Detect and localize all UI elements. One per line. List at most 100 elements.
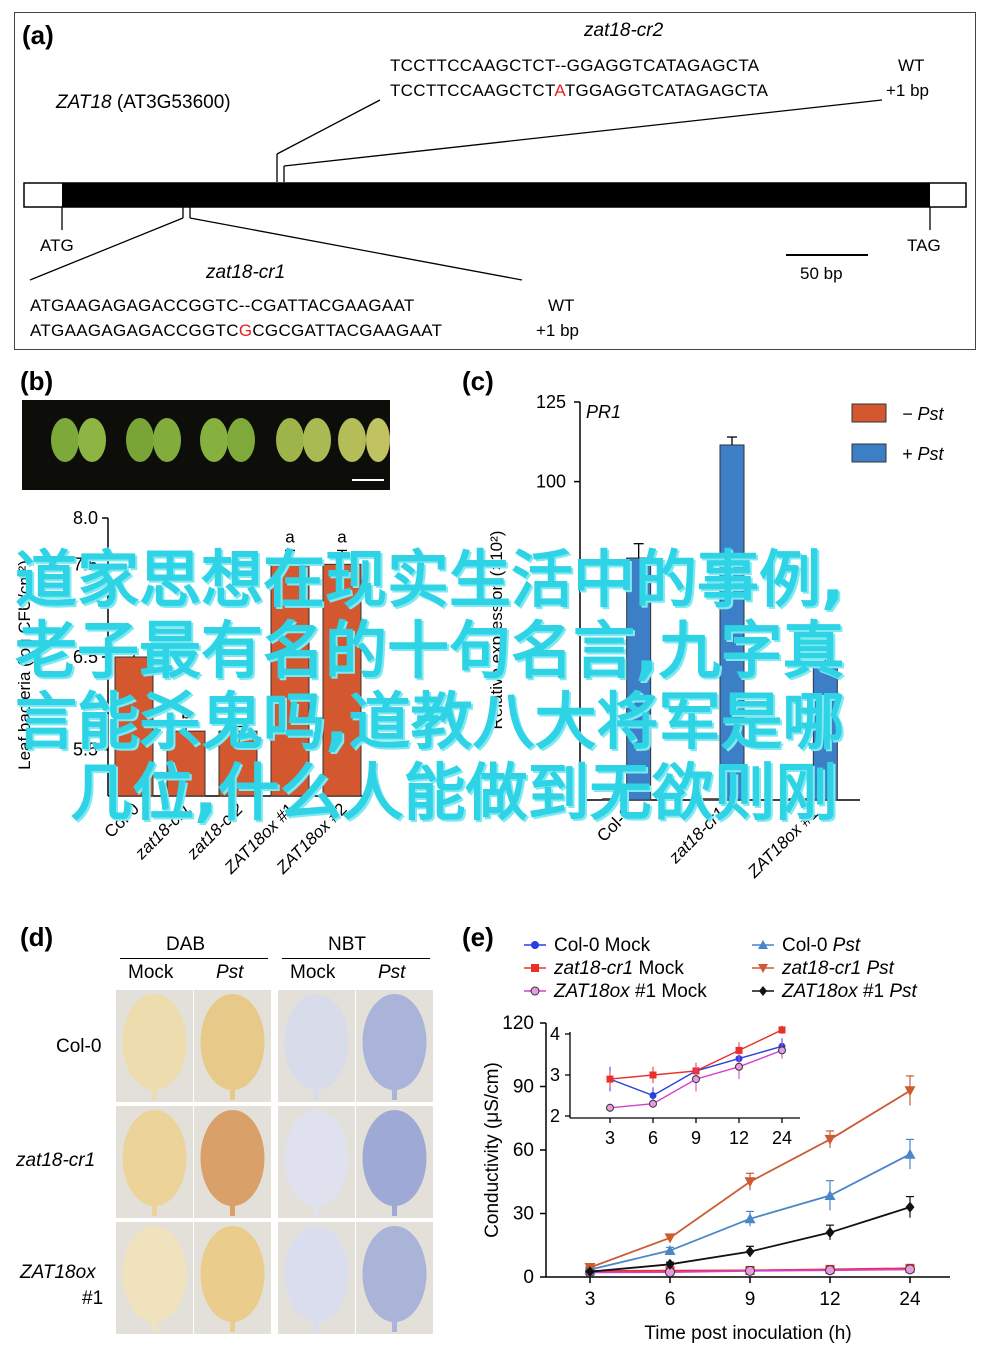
cr2-inserted-base: A [554, 81, 565, 100]
gene-cds-box [62, 183, 930, 207]
start-codon-label: ATG [40, 236, 74, 255]
panel-c-label: (c) [462, 366, 494, 396]
marker-circle-open [606, 1103, 614, 1112]
marker-circle-open [905, 1264, 915, 1275]
marker-circle-open [778, 1046, 786, 1055]
gene-label: ZAT18 (AT3G53600) [56, 92, 231, 113]
marker-circle-open [692, 1075, 700, 1084]
marker-circle-open [745, 1265, 755, 1276]
cr2-wt-label: WT [898, 56, 925, 75]
chart-e-legend-label: zat18-cr1 Mock [553, 958, 684, 979]
leaf-pair-cr1 [126, 418, 181, 462]
watermark-line-2: 老子最有名的十句名言,九字真 [15, 614, 845, 687]
chart-e-xtick-label: 12 [819, 1289, 840, 1310]
marker-diamond [905, 1201, 915, 1213]
chart-b-ytick-label: 6.5 [73, 647, 98, 667]
panel-a-label: (a) [22, 20, 54, 50]
stained-leaf [362, 1110, 427, 1206]
chart-e-xtick-label: 6 [665, 1289, 676, 1310]
chart-b-ytick-label: 7.5 [73, 554, 98, 574]
leaf-pair-ox2 [338, 418, 390, 462]
watermark-line-1: 道家思想在现实生活中的事例, [15, 543, 845, 616]
legend-swatch-minus-pst [851, 403, 887, 423]
marker-diamond [759, 986, 767, 996]
panel-e-label: (e) [462, 922, 494, 952]
chart-e-ytick-label: 120 [502, 1013, 534, 1034]
legend-minus-pst: − Pst [902, 404, 944, 424]
cr1-wt-sequence: ATGAAGAGAGACCGGTC--CGATTACGAAGAAT [30, 296, 415, 315]
chart-b-bar [270, 563, 310, 797]
marker-triangle-up [664, 1245, 676, 1256]
watermark-line-3: 言能杀鬼吗,道教八大将军是哪 [15, 685, 845, 758]
stained-leaf [122, 994, 187, 1090]
cr1-name: zat18-cr1 [206, 262, 286, 283]
staining-grid [116, 990, 433, 1334]
stained-leaf [122, 1226, 187, 1322]
stained-leaf [200, 1226, 265, 1322]
row-ox1-label-2: #1 [82, 1288, 104, 1309]
row-ox1-label: ZAT18ox [20, 1262, 96, 1283]
marker-circle-open [825, 1265, 835, 1276]
chart-e-legend-label: zat18-cr1 Pst [781, 958, 895, 979]
nbt-underline [282, 958, 430, 959]
stained-leaf [362, 994, 427, 1090]
chart-e-xtick-label: 3 [585, 1289, 596, 1310]
scale-bar-label: 50 bp [800, 264, 843, 283]
panel-d-label: (d) [20, 922, 54, 952]
chart-c-ytick-label: 125 [536, 392, 566, 412]
stained-leaf [362, 1226, 427, 1322]
watermark-line-4: 几位,什么人能做到无欲则刚 [70, 756, 838, 829]
marker-triangle-down [744, 1177, 756, 1188]
cr2-name: zat18-cr2 [584, 20, 664, 41]
marker-square [735, 1046, 743, 1054]
marker-circle [649, 1092, 657, 1099]
inset-xtick-label: 3 [605, 1128, 615, 1148]
leaf-pair-cr2 [200, 418, 255, 462]
marker-square [649, 1071, 657, 1079]
chart-b-bar [322, 563, 362, 797]
marker-triangle-up [824, 1190, 836, 1201]
inset-xtick-label: 6 [648, 1128, 658, 1148]
chart-b-bar [166, 730, 206, 797]
inset-xtick-label: 24 [772, 1128, 792, 1148]
chart-c-bar-plus [719, 444, 745, 801]
marker-triangle-down [664, 1233, 676, 1244]
stained-leaf [122, 1110, 187, 1206]
cr2-mut-label: +1 bp [886, 81, 930, 100]
panel-a-frame [14, 12, 976, 350]
dab-header: DAB [166, 934, 206, 955]
chart-e-ytick-label: 90 [513, 1077, 534, 1098]
chart-c-title: PR1 [586, 402, 622, 422]
chart-b-bar [218, 730, 258, 797]
chart-b-ytick-label: 8.0 [73, 508, 98, 528]
nbt-pst-header: Pst [378, 962, 406, 983]
chart-b-ytick-label: 5.5 [73, 740, 98, 760]
chart-e-legend-label: Col-0 Mock [554, 935, 651, 956]
chart-b-sig-letter: a [337, 527, 347, 546]
marker-circle-open [649, 1099, 657, 1108]
stained-leaf [200, 1110, 265, 1206]
legend-plus-pst: + Pst [902, 444, 944, 464]
marker-diamond [825, 1227, 835, 1239]
panel-b-label: (b) [20, 366, 54, 396]
cr1-mut-label: +1 bp [536, 321, 580, 340]
dab-underline [120, 958, 268, 959]
marker-circle-open [735, 1062, 743, 1071]
chart-e-legend-label: ZAT18ox #1 Pst [781, 981, 918, 1002]
chart-e-ytick-label: 0 [523, 1267, 534, 1288]
cr1-inserted-base: G [238, 321, 253, 340]
inset-xtick-label: 9 [691, 1128, 701, 1148]
dab-pst-header: Pst [216, 962, 244, 983]
dab-mock-header: Mock [128, 962, 174, 983]
gene-model-diagram [23, 99, 967, 281]
chart-e-xtick-label: 24 [899, 1289, 921, 1310]
chart-e-ytick-label: 30 [513, 1204, 534, 1225]
marker-triangle-down [758, 964, 768, 973]
cr2-wt-sequence: TCCTTCCAAGCTCT--GGAGGTCATAGAGCTA [390, 56, 760, 75]
legend-swatch-plus-pst [851, 443, 887, 463]
row-col0-label: Col-0 [56, 1036, 102, 1057]
inset-ytick-label: 4 [550, 1024, 560, 1044]
chart-e-xtick-label: 9 [745, 1289, 756, 1310]
marker-triangle-up [744, 1213, 756, 1224]
